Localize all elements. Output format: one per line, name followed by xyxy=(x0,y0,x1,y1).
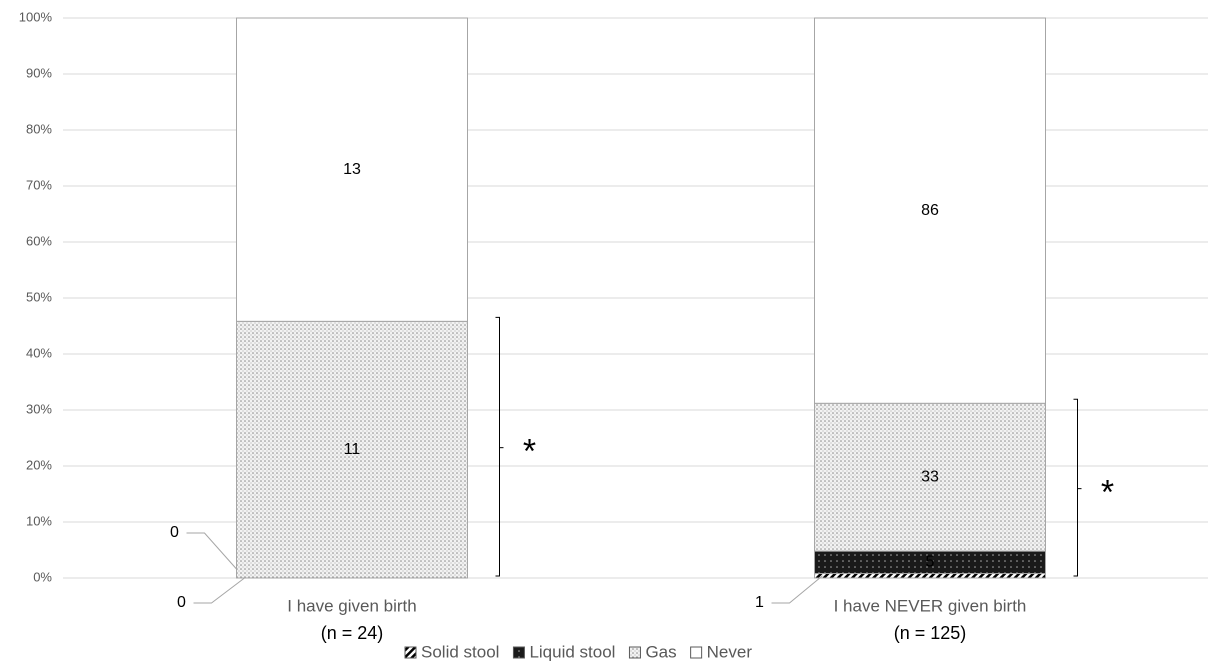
x-tick-label: I have NEVER given birth xyxy=(834,596,1027,615)
bar-segment xyxy=(814,402,1046,552)
data-label: 1 xyxy=(755,594,764,611)
data-label: 33 xyxy=(921,468,939,485)
legend-label: Never xyxy=(707,642,753,661)
y-tick-label: 30% xyxy=(26,401,52,416)
legend-swatch xyxy=(512,646,525,659)
bar-segment xyxy=(236,17,468,322)
y-tick-label: 50% xyxy=(26,289,52,304)
leader-line xyxy=(193,577,245,604)
data-label: 5 xyxy=(926,554,935,571)
y-tick-label: 20% xyxy=(26,457,52,472)
data-label: 13 xyxy=(343,161,361,178)
x-tick-label: I have given birth xyxy=(287,596,416,615)
significance-bracket xyxy=(1073,398,1078,577)
bar-segment xyxy=(236,320,468,579)
y-tick-label: 90% xyxy=(26,65,52,80)
y-tick-label: 70% xyxy=(26,177,52,192)
legend-swatch xyxy=(404,646,417,659)
n-label: (n = 24) xyxy=(321,623,384,643)
data-label: 11 xyxy=(344,441,361,458)
y-tick-label: 100% xyxy=(19,9,53,24)
significance-star: * xyxy=(523,433,536,471)
leader-line xyxy=(771,575,823,604)
legend-label: Gas xyxy=(645,642,676,661)
legend-label: Liquid stool xyxy=(529,642,615,661)
y-tick-label: 80% xyxy=(26,121,52,136)
bar-segment xyxy=(814,17,1046,404)
legend: Solid stool Liquid stool Gas Never xyxy=(404,642,753,661)
y-tick-label: 40% xyxy=(26,345,52,360)
legend-swatch xyxy=(690,646,703,659)
y-tick-label: 60% xyxy=(26,233,52,248)
leader-line xyxy=(186,532,245,579)
data-label: 0 xyxy=(177,594,186,611)
legend-swatch xyxy=(628,646,641,659)
significance-star: * xyxy=(1101,474,1114,512)
n-label: (n = 125) xyxy=(894,623,967,643)
data-label: 86 xyxy=(921,202,939,219)
significance-bracket xyxy=(495,316,500,577)
data-label: 0 xyxy=(170,524,179,541)
bar-segment xyxy=(814,573,1046,579)
y-tick-label: 0% xyxy=(33,569,52,584)
y-tick-label: 10% xyxy=(26,513,52,528)
legend-label: Solid stool xyxy=(421,642,499,661)
